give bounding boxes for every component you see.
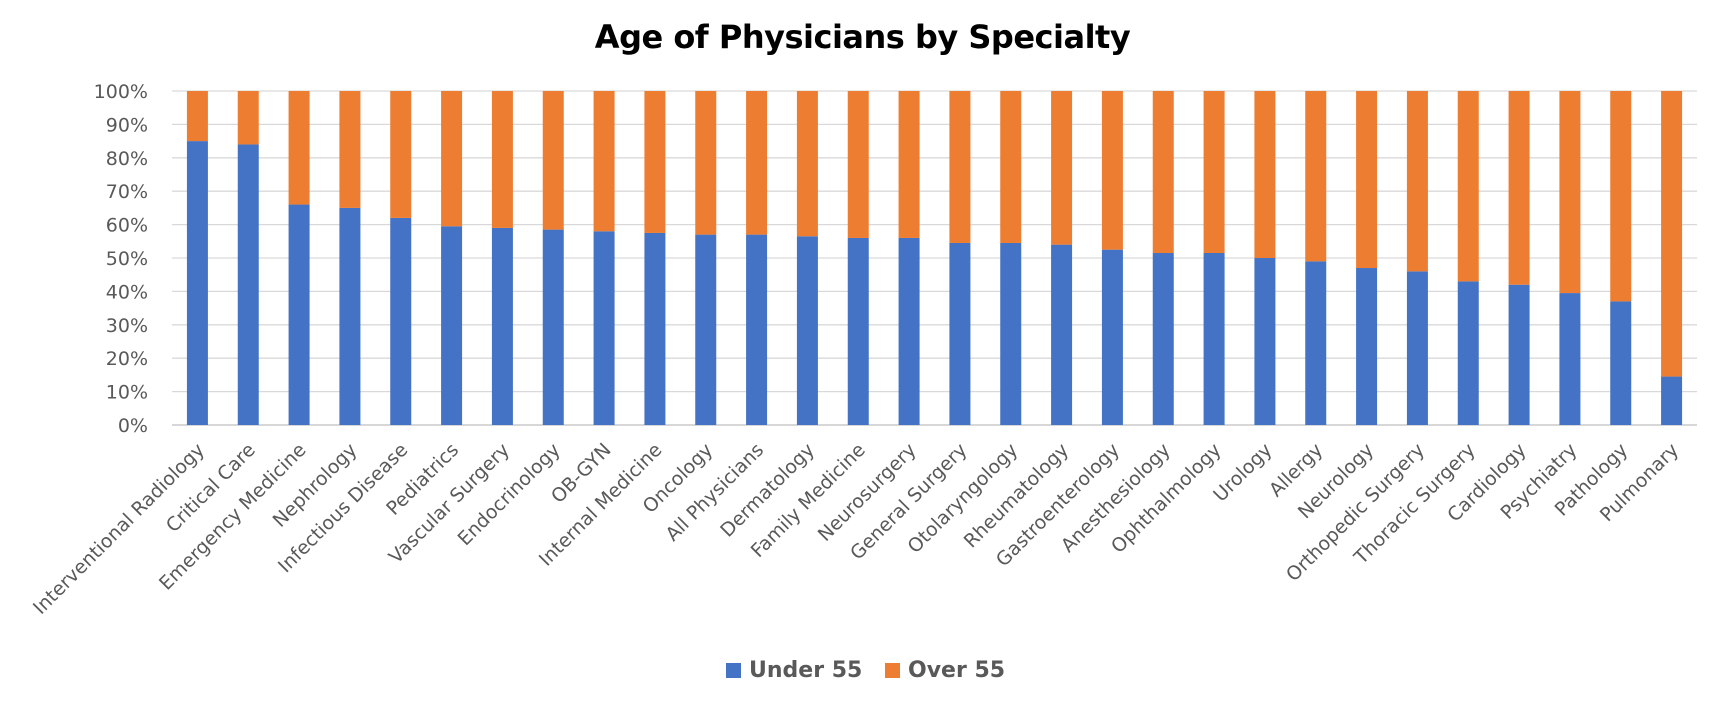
bar-over-55 <box>1559 91 1581 294</box>
bar-over-55 <box>1203 91 1225 253</box>
bar-over-55 <box>1661 91 1683 377</box>
bar-over-55 <box>1152 91 1174 253</box>
y-tick-label: 80% <box>106 148 148 170</box>
bar-under-55 <box>1610 301 1632 425</box>
bar-over-55 <box>186 91 208 142</box>
bar-under-55 <box>1457 281 1479 425</box>
bar-under-55 <box>1508 284 1530 425</box>
bar-over-55 <box>1610 91 1632 302</box>
y-tick-label: 100% <box>94 81 148 103</box>
bar-over-55 <box>1457 91 1479 282</box>
legend-swatch <box>885 663 900 678</box>
bar-over-55 <box>1508 91 1530 285</box>
bar-over-55 <box>1305 91 1327 262</box>
bar-under-55 <box>746 234 768 425</box>
bar-under-55 <box>339 207 361 425</box>
bar-over-55 <box>898 91 920 238</box>
bar-over-55 <box>1051 91 1073 245</box>
chart-title: Age of Physicians by Specialty <box>594 18 1131 56</box>
bar-over-55 <box>237 91 259 145</box>
bar-under-55 <box>1051 244 1073 425</box>
bar-under-55 <box>1101 249 1123 425</box>
bar-over-55 <box>1356 91 1378 269</box>
bar-over-55 <box>949 91 971 243</box>
y-tick-label: 90% <box>106 114 148 136</box>
y-tick-label: 20% <box>106 348 148 370</box>
bar-over-55 <box>695 91 717 235</box>
bar-under-55 <box>1406 271 1428 425</box>
bar-over-55 <box>1101 91 1123 250</box>
y-tick-label: 30% <box>106 315 148 337</box>
bar-over-55 <box>1254 91 1276 258</box>
bar-under-55 <box>237 144 259 425</box>
y-tick-label: 10% <box>106 382 148 404</box>
bar-under-55 <box>1559 293 1581 425</box>
bar-under-55 <box>1661 376 1683 425</box>
bar-under-55 <box>898 237 920 425</box>
gridlines <box>172 90 1697 426</box>
y-tick-label: 50% <box>106 248 148 270</box>
bar-under-55 <box>288 204 310 425</box>
bar-over-55 <box>796 91 818 237</box>
bar-under-55 <box>847 237 869 425</box>
y-tick-label: 70% <box>106 181 148 203</box>
bar-over-55 <box>644 91 666 233</box>
legend-label: Under 55 <box>749 658 862 683</box>
bar-over-55 <box>339 91 361 208</box>
y-tick-label: 40% <box>106 281 148 303</box>
bar-over-55 <box>390 91 412 218</box>
bar-under-55 <box>542 229 564 425</box>
bar-under-55 <box>1254 258 1276 425</box>
bar-under-55 <box>390 217 412 425</box>
bar-under-55 <box>441 226 463 425</box>
bar-under-55 <box>1356 268 1378 425</box>
bar-over-55 <box>1000 91 1022 243</box>
legend-item: Over 55 <box>885 658 1005 683</box>
bar-under-55 <box>796 236 818 425</box>
bar-over-55 <box>491 91 513 228</box>
bar-under-55 <box>1000 242 1022 425</box>
bar-over-55 <box>847 91 869 238</box>
y-tick-label: 0% <box>118 415 148 437</box>
bar-under-55 <box>1203 252 1225 425</box>
bars <box>186 91 1683 425</box>
bar-over-55 <box>441 91 463 227</box>
y-tick-label: 60% <box>106 215 148 237</box>
bar-over-55 <box>542 91 564 230</box>
legend: Under 55 Over 55 <box>726 658 1005 683</box>
bar-under-55 <box>491 227 513 425</box>
bar-under-55 <box>949 242 971 425</box>
bar-under-55 <box>1152 252 1174 425</box>
bar-over-55 <box>746 91 768 235</box>
legend-label: Over 55 <box>908 658 1005 683</box>
bar-over-55 <box>1406 91 1428 272</box>
bar-under-55 <box>186 141 208 425</box>
bar-over-55 <box>593 91 615 232</box>
legend-swatch <box>726 663 741 678</box>
bar-under-55 <box>593 231 615 425</box>
bar-under-55 <box>1305 261 1327 425</box>
y-axis-tick-labels: 0% 10% 20% 30% 40% 50% 60% 70% 80% 90% 100% <box>94 81 148 437</box>
bar-under-55 <box>644 232 666 425</box>
bar-over-55 <box>288 91 310 205</box>
legend-item: Under 55 <box>726 658 862 683</box>
bar-under-55 <box>695 234 717 425</box>
